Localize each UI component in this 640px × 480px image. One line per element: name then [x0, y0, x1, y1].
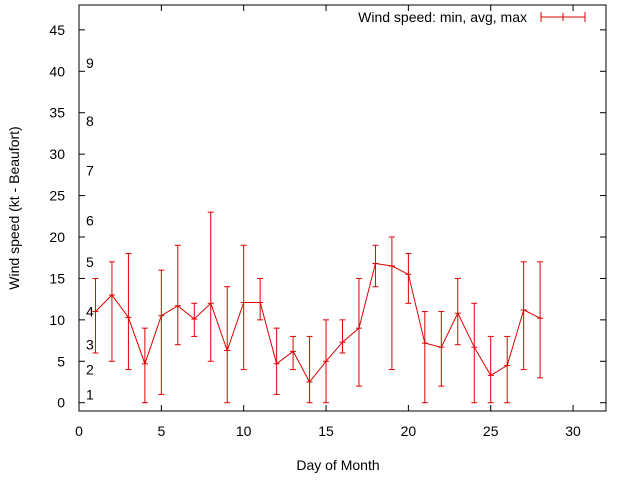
beaufort-label-6: 6 [86, 212, 94, 228]
y-axis-label: Wind speed (kt - Beaufort) [6, 126, 22, 289]
x-axis-label: Day of Month [296, 457, 379, 473]
legend-sample [540, 12, 586, 22]
y-tick-label: 45 [49, 22, 65, 38]
beaufort-label-3: 3 [86, 337, 94, 353]
y-tick-label: 10 [49, 312, 65, 328]
x-tick-label: 0 [75, 423, 83, 439]
y-tick-label: 25 [49, 188, 65, 204]
beaufort-label-5: 5 [86, 254, 94, 270]
x-tick-label: 25 [483, 423, 499, 439]
plot-frame [78, 4, 607, 412]
y-tick-label: 40 [49, 63, 65, 79]
x-tick-label: 10 [236, 423, 252, 439]
beaufort-scale-labels: 1 2 3 4 5 6 7 8 9 [86, 55, 94, 402]
x-tick-label: 30 [565, 423, 581, 439]
y-tick-label: 15 [49, 270, 65, 286]
beaufort-label-9: 9 [86, 55, 94, 71]
beaufort-label-8: 8 [86, 113, 94, 129]
beaufort-label-2: 2 [86, 362, 94, 378]
legend-label: Wind speed: min, avg, max [358, 9, 527, 25]
y-tick-label: 30 [49, 146, 65, 162]
x-tick-label: 20 [401, 423, 417, 439]
y-tick-label: 35 [49, 105, 65, 121]
x-tick-label: 5 [157, 423, 165, 439]
beaufort-label-1: 1 [86, 386, 94, 402]
y-tick-label: 0 [57, 395, 65, 411]
y-tick-label: 20 [49, 229, 65, 245]
y-tick-label: 5 [57, 353, 65, 369]
beaufort-label-4: 4 [86, 304, 94, 320]
x-tick-label: 15 [318, 423, 334, 439]
avg-line [95, 262, 541, 383]
beaufort-label-7: 7 [86, 163, 94, 179]
wind-series [92, 211, 544, 404]
